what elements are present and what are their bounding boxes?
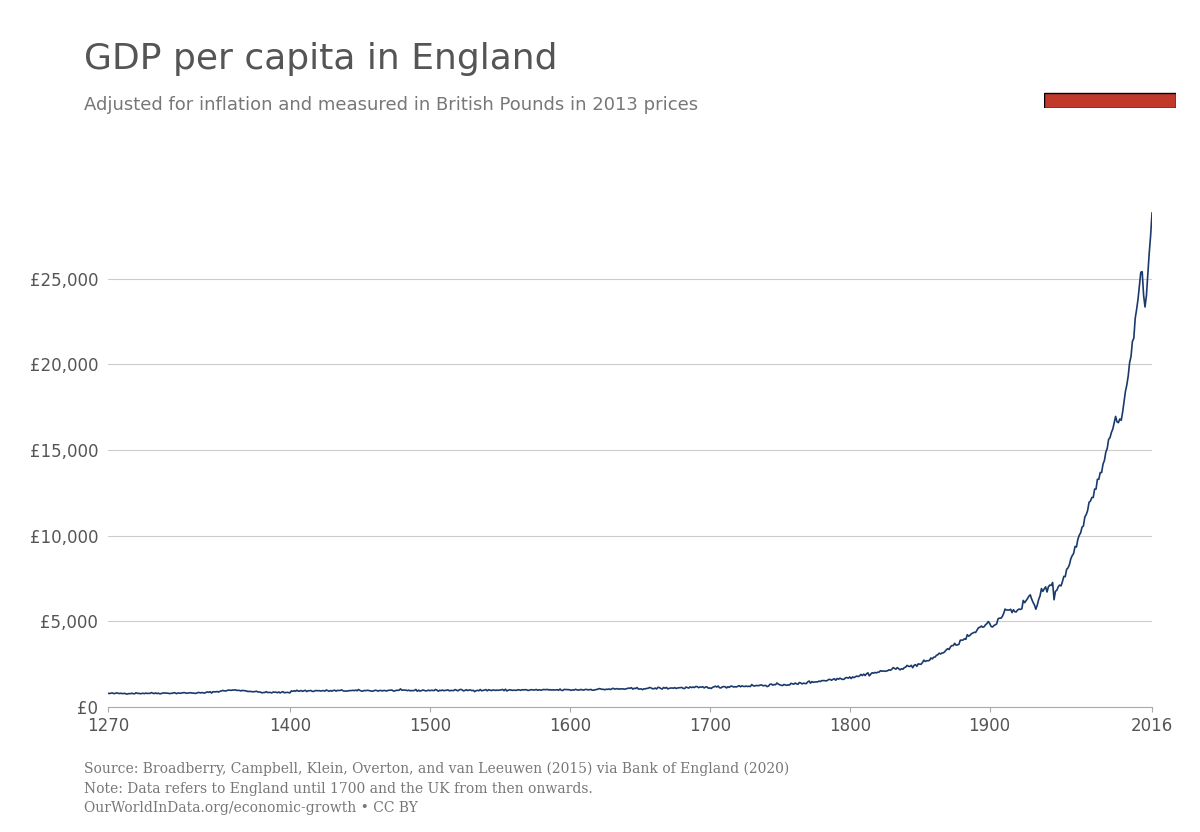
Text: in Data: in Data [1085,70,1135,83]
Text: Our World: Our World [1075,50,1145,63]
FancyBboxPatch shape [1044,93,1176,108]
Text: Source: Broadberry, Campbell, Klein, Overton, and van Leeuwen (2015) via Bank of: Source: Broadberry, Campbell, Klein, Ove… [84,762,790,815]
Text: Adjusted for inflation and measured in British Pounds in 2013 prices: Adjusted for inflation and measured in B… [84,96,698,114]
Text: GDP per capita in England: GDP per capita in England [84,42,558,76]
